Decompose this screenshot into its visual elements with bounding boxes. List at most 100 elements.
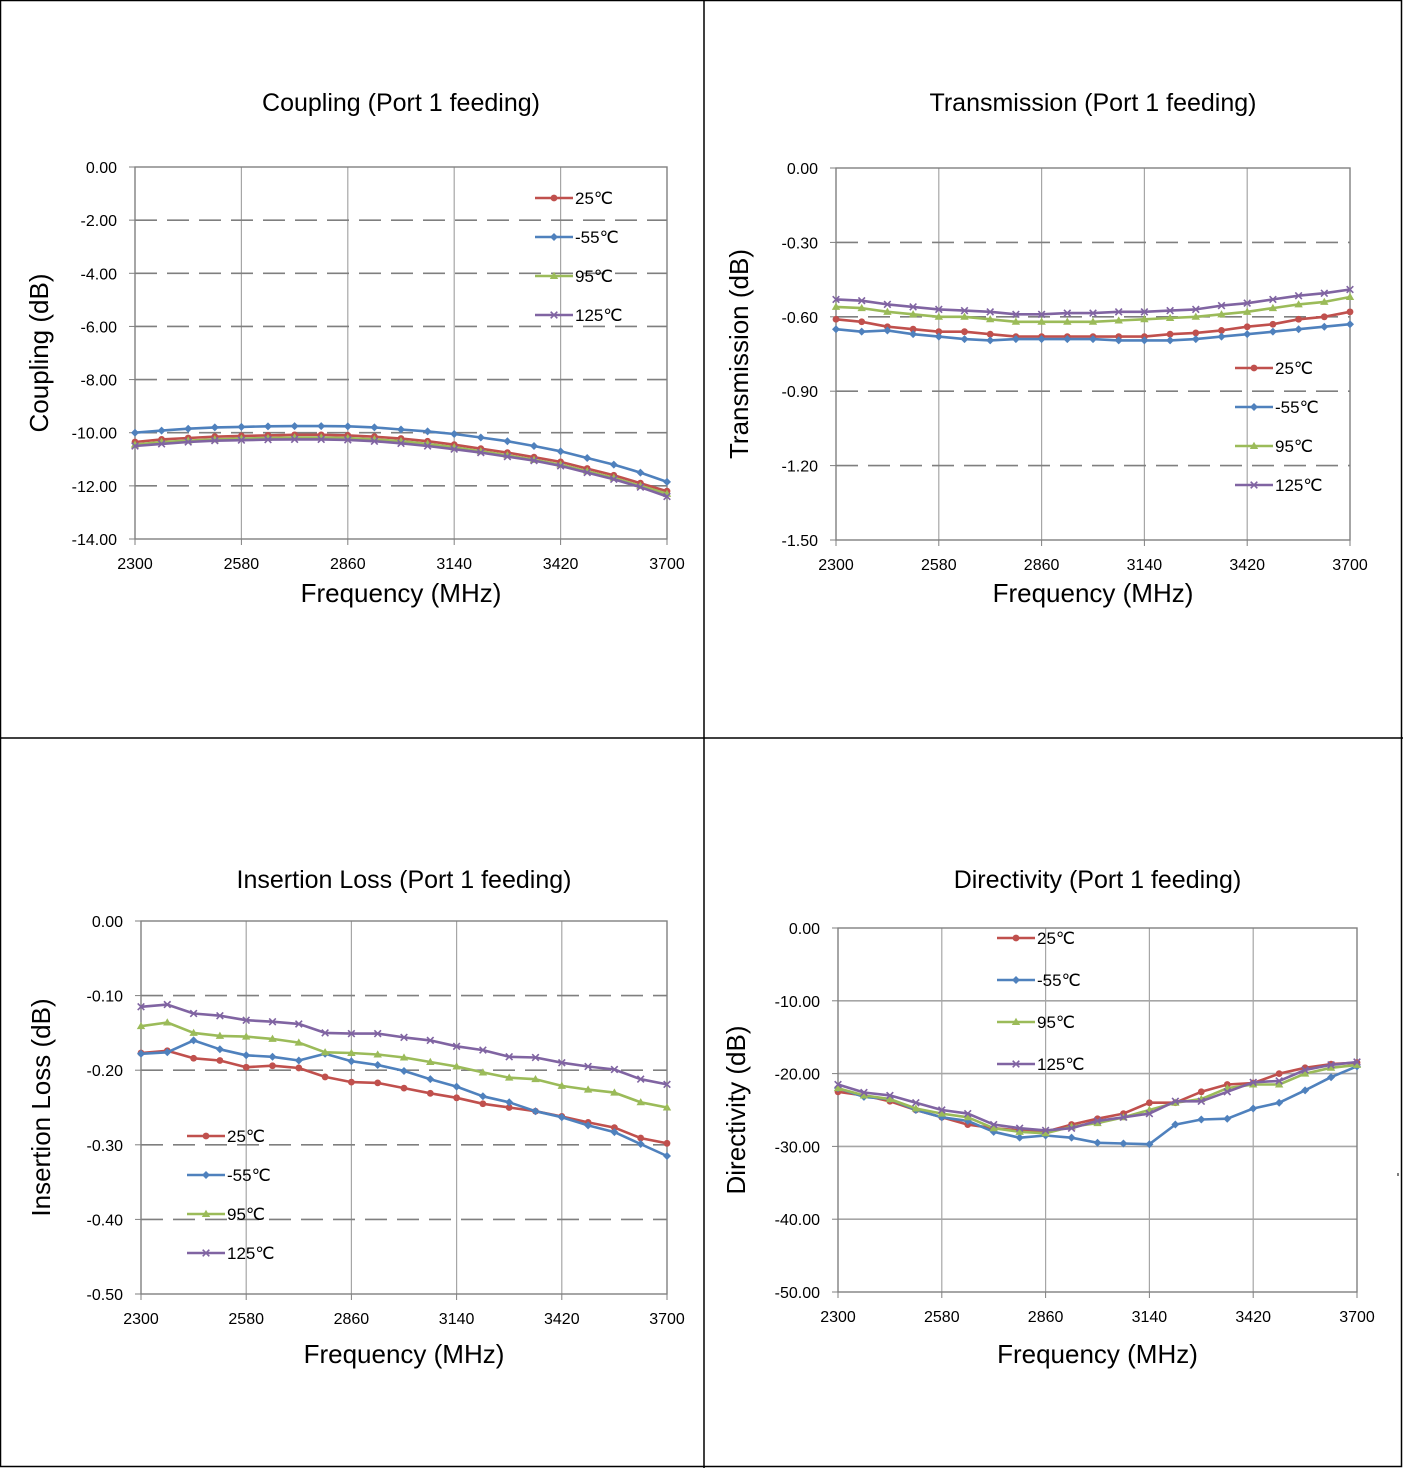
data-point [636, 483, 645, 492]
data-point [163, 1048, 172, 1057]
x-tick-label: 2860 [1028, 1309, 1064, 1326]
data-point [1327, 1073, 1336, 1082]
data-point [1146, 1099, 1153, 1107]
data-point [531, 1074, 540, 1083]
data-point [1249, 1080, 1258, 1088]
data-point [1320, 313, 1328, 321]
x-tick-label: 2300 [123, 1311, 159, 1328]
data-point [1249, 1104, 1258, 1113]
chart-4: Directivity (Port 1 feeding) Frequency (M… [721, 866, 1375, 1369]
data-point [1015, 1124, 1024, 1133]
data-point [832, 295, 840, 304]
data-point [1140, 336, 1149, 345]
data-point [1011, 317, 1021, 325]
data-point [210, 436, 219, 445]
plot-area-border [837, 927, 1358, 1293]
x-axis-label: Frequency (MHz) [997, 1339, 1198, 1369]
plot-area-border [140, 920, 668, 1295]
data-point [348, 1078, 355, 1086]
legend-entry-1: 25℃ [535, 189, 613, 208]
legend-marker [1011, 1017, 1021, 1025]
data-point [237, 436, 246, 445]
data-point [832, 325, 840, 334]
data-point [370, 437, 379, 446]
data-point [609, 475, 618, 484]
y-tick-label: 0.00 [92, 914, 123, 931]
data-point [1294, 291, 1303, 300]
series-4 [832, 285, 1354, 319]
data-point [909, 330, 918, 339]
data-point [1320, 297, 1329, 305]
data-point [479, 1100, 487, 1108]
data-point [373, 1050, 382, 1058]
series-4 [834, 1058, 1361, 1135]
data-point [611, 1124, 618, 1132]
legend-label: 95℃ [1275, 437, 1313, 456]
data-point [1275, 1077, 1284, 1085]
data-point [294, 1056, 303, 1065]
data-point [426, 1057, 435, 1065]
data-point [637, 1134, 645, 1142]
data-point [1063, 309, 1072, 317]
series-4 [131, 435, 671, 501]
x-tick-label: 2580 [228, 1311, 264, 1328]
legend-label: 25℃ [1275, 359, 1313, 378]
data-point [1243, 330, 1252, 339]
data-point [503, 452, 512, 461]
data-point [1011, 335, 1020, 344]
y-tick-label: -1.50 [782, 533, 819, 550]
data-point [505, 1073, 514, 1081]
data-point [1346, 320, 1354, 329]
data-point [1191, 305, 1200, 314]
data-point [295, 1064, 303, 1072]
data-point [505, 1098, 514, 1107]
data-point [1243, 299, 1252, 308]
data-point [857, 303, 866, 312]
legend-marker [1012, 976, 1020, 984]
legend-marker [1249, 441, 1259, 449]
y-tick-label: -8.00 [81, 373, 118, 390]
data-point [961, 328, 968, 336]
legend-marker [1250, 403, 1258, 411]
data-point [478, 1068, 488, 1076]
x-tick-label: 2580 [921, 557, 957, 574]
x-tick-label: 3700 [649, 1311, 685, 1328]
legend-marker [1250, 481, 1258, 489]
data-point [986, 330, 994, 338]
y-tick-label: -40.00 [775, 1212, 820, 1229]
x-tick-label: 2300 [818, 557, 854, 574]
data-point [834, 1080, 842, 1089]
data-point [189, 1009, 198, 1018]
y-axis-label: Transmission (dB) [724, 249, 754, 459]
legend-marker [550, 233, 558, 241]
data-point [1114, 307, 1123, 316]
data-point [1300, 1069, 1310, 1077]
data-point [986, 315, 995, 323]
data-point [963, 1109, 972, 1118]
data-point [1041, 1126, 1050, 1135]
y-tick-label: -0.20 [87, 1063, 124, 1080]
legend-marker [202, 1171, 210, 1179]
data-point [662, 1103, 672, 1111]
data-point [1249, 1078, 1258, 1087]
data-point [1192, 329, 1200, 337]
y-tick-label: -30.00 [775, 1139, 820, 1156]
x-tick-label: 3420 [544, 1311, 580, 1328]
x-tick-label: 2860 [330, 556, 366, 573]
legend-entry-4: 125℃ [535, 306, 622, 325]
legend-entry-3: 95℃ [997, 1013, 1075, 1032]
x-tick-label: 3420 [543, 556, 579, 573]
x-axis-label: Frequency (MHz) [301, 578, 502, 608]
data-point [1301, 1066, 1309, 1074]
data-point [663, 492, 671, 501]
data-point [530, 442, 538, 450]
data-point [1274, 1080, 1284, 1088]
y-tick-label: -12.00 [72, 479, 117, 496]
x-tick-label: 2300 [820, 1309, 856, 1326]
data-point [531, 1107, 540, 1116]
data-point [476, 448, 485, 457]
data-point [832, 315, 840, 323]
x-tick-label: 2300 [117, 556, 153, 573]
legend-label: 25℃ [575, 189, 613, 208]
data-point [1015, 1127, 1024, 1135]
